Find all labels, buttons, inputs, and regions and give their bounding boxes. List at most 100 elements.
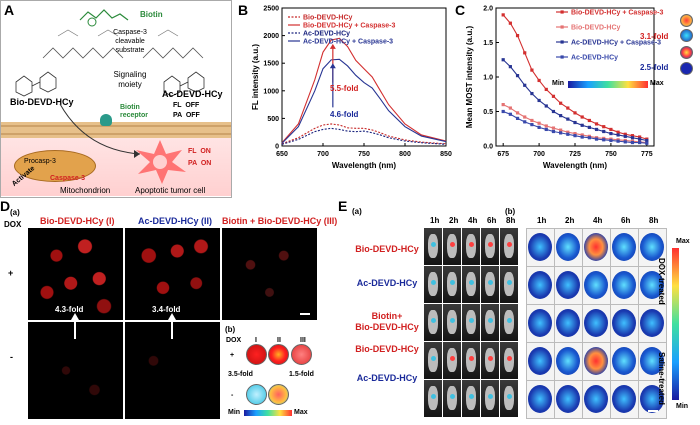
pa-disc (584, 385, 608, 413)
pa-disc (556, 347, 580, 375)
row-label-e: Ac-DEVD-HCy (356, 373, 418, 383)
pa-disc-i-plus (246, 344, 267, 365)
data-point (623, 140, 627, 144)
y-tick-label: 1.0 (483, 75, 493, 82)
pa-disc (528, 385, 552, 413)
mouse-image (443, 266, 461, 303)
pa-disc (612, 309, 636, 337)
data-point (523, 51, 527, 55)
data-point (515, 34, 520, 38)
x-axis-label: Wavelength (nm) (543, 161, 607, 170)
pa-disc (612, 347, 636, 375)
data-point (573, 131, 577, 136)
signal-spot (431, 318, 436, 323)
data-point (544, 104, 548, 108)
data-point (537, 98, 541, 103)
signal-spot (469, 318, 474, 323)
data-point (638, 137, 642, 141)
data-point (537, 125, 541, 129)
pa-row-minus: - (231, 392, 234, 399)
pa-disc (640, 385, 664, 413)
mouse-image (462, 266, 480, 303)
x-tick-label: 725 (569, 151, 581, 158)
col-label-2: Ac-DEVD-HCy (II) (138, 216, 213, 226)
pa-image-e (554, 342, 583, 381)
data-point (544, 127, 548, 132)
y-tick-label: 2500 (263, 6, 279, 13)
data-point (580, 123, 584, 127)
x-tick-label: 850 (440, 151, 452, 158)
fold-d-2: 3.4-fold (152, 305, 181, 314)
data-point (523, 115, 527, 119)
signal-spot (469, 242, 474, 247)
pa-image-e (526, 342, 555, 381)
pa-off-label: PA OFF (173, 112, 200, 119)
fold-d-4: 1.5-fold (289, 371, 314, 378)
signal-spot (469, 394, 474, 399)
data-point (602, 138, 606, 142)
probe-right-label: Ac-DEVD-HCy (162, 89, 223, 99)
fold-arrows-d (71, 313, 176, 339)
data-point (530, 118, 534, 123)
fl-spectra-chart: 650 700 750 800 850 0 500 1000 1500 2000 2500 Wavel… (251, 6, 452, 171)
pa-image-e (554, 304, 583, 343)
signal-spot (488, 242, 493, 247)
fl-off-label: FL OFF (173, 102, 200, 109)
pa-row-plus: + (230, 352, 235, 359)
micrograph-ii-plus (125, 228, 220, 320)
time-label-b: 2h (565, 216, 575, 225)
panel-c-label: C (455, 2, 466, 18)
data-point (616, 130, 620, 134)
pa-disc (528, 271, 552, 299)
mouse-image (424, 342, 442, 379)
mouse-image (462, 380, 480, 417)
data-point (594, 122, 599, 126)
pa-image-e (638, 228, 667, 267)
data-point (573, 120, 577, 125)
legend-marker (560, 25, 564, 29)
signal-spot (507, 394, 512, 399)
signal-spot (488, 280, 493, 285)
fl-on-label: FL ON (188, 148, 211, 155)
data-point (523, 120, 527, 124)
legend-label: Bio-DEVD-HCy + Caspase-3 (303, 23, 395, 30)
pa-disc (640, 233, 664, 261)
mouse-image (443, 342, 461, 379)
data-point (566, 106, 570, 110)
mouse-image (424, 304, 442, 341)
data-point (587, 136, 591, 140)
data-point (523, 83, 527, 87)
mouse-image (481, 304, 499, 341)
pa-image-e (554, 266, 583, 305)
roman-2: II (277, 337, 281, 344)
y-axis-label: Mean MOST intensity (a.u.) (465, 26, 474, 129)
col-label-3: Biotin + Bio-DEVD-HCy (III) (222, 216, 338, 226)
colorbar-e (672, 248, 679, 400)
data-point (515, 111, 520, 115)
time-label-a: 4h (468, 216, 478, 225)
mouse-image (462, 228, 480, 265)
pa-image-e (582, 380, 611, 419)
pa-image-e (610, 228, 639, 267)
time-label-b: 4h (593, 216, 603, 225)
data-point (587, 118, 591, 123)
roman-1: I (255, 337, 257, 344)
x-tick-label: 675 (497, 151, 509, 158)
panel-d-label: D (0, 198, 11, 214)
time-label-b: 8h (649, 216, 659, 225)
cell-membrane-icon (1, 122, 231, 138)
biotin-receptor-label: Biotin receptor (120, 104, 149, 119)
pa-image-2 (680, 29, 693, 42)
panel-e-label: E (338, 198, 348, 214)
y-tick-label: 500 (267, 116, 279, 123)
probe-left-label: Bio-DEVD-HCy (10, 97, 74, 107)
dox-label-db: DOX (226, 337, 242, 344)
y-tick-label: 1.5 (483, 40, 493, 47)
x-tick-label: 800 (399, 151, 411, 158)
row-label-e: Ac-DEVD-HCy (356, 278, 418, 288)
data-point (609, 131, 613, 136)
mouse-image (424, 380, 442, 417)
data-point (602, 129, 606, 134)
pa-image-e (610, 380, 639, 419)
y-tick-label: 1000 (263, 88, 279, 95)
